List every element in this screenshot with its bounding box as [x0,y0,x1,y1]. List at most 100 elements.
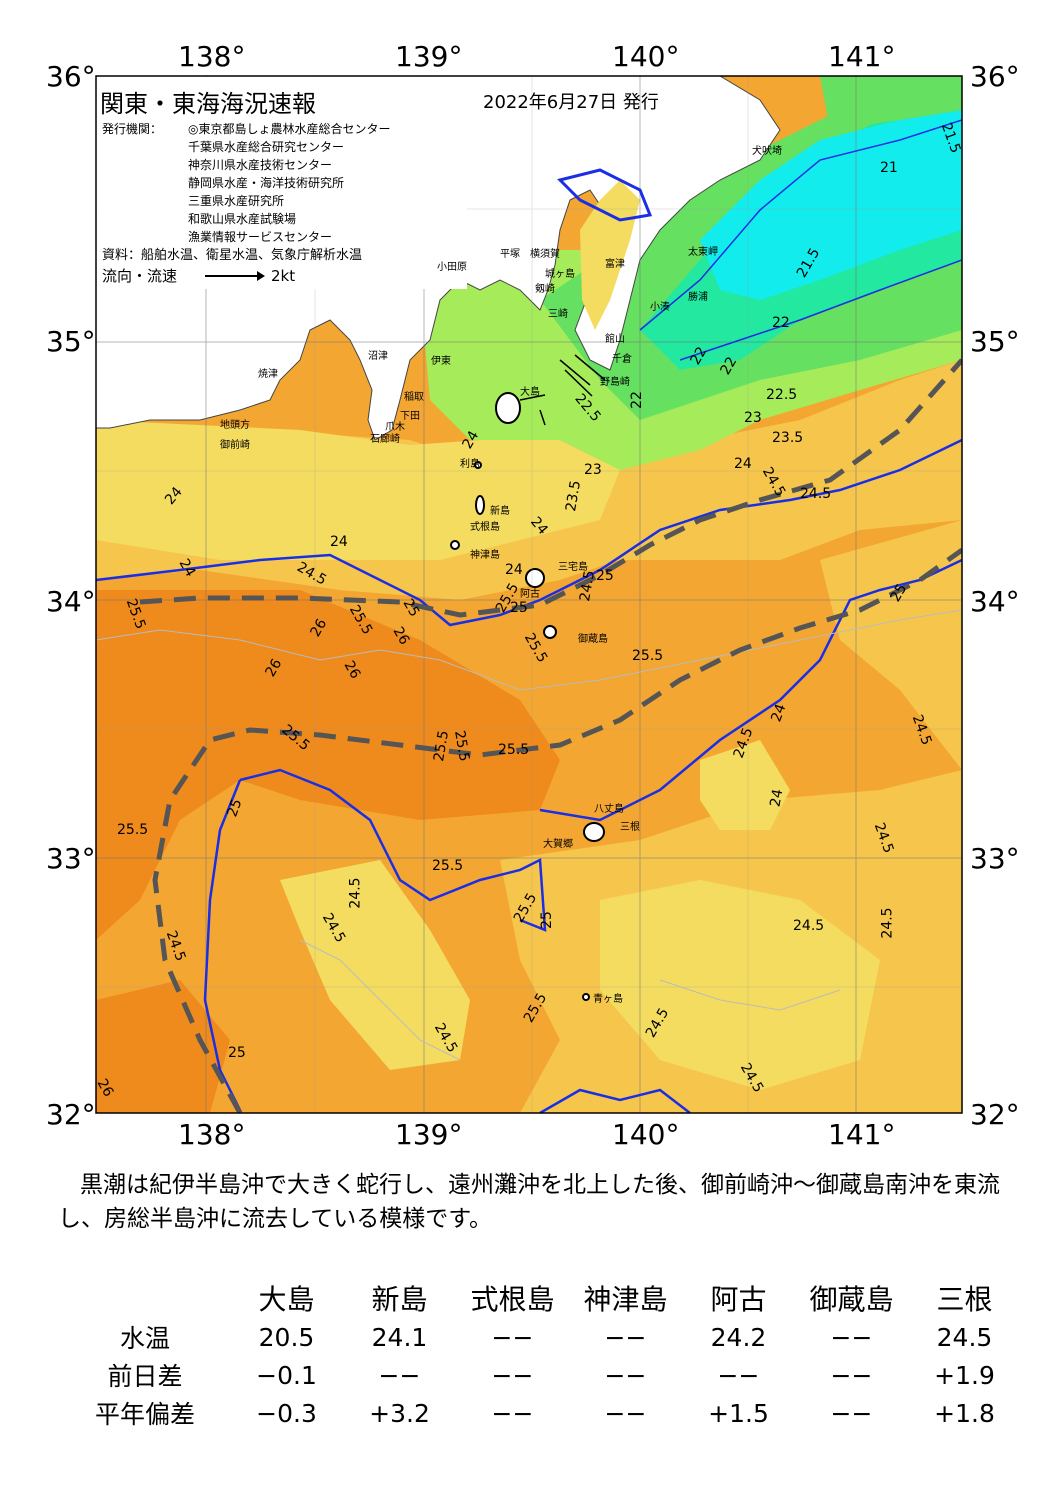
flow-arrow-icon [205,270,266,281]
table-cell: −0.1 [256,1360,317,1390]
table-cell: 24.2 [710,1322,767,1352]
lon-label-bottom-139: 139° [395,1118,463,1151]
table-cell: +1.8 [934,1398,995,1428]
issuer-item: 和歌山県水産試験場 [188,212,297,226]
place-label: 稲取 [404,392,424,403]
isotherm-label: 23 [584,462,602,478]
sea-yellow-patch-2 [700,740,790,830]
place-label: 城ヶ島 [545,269,575,280]
lon-label-bottom-140: 140° [612,1118,680,1151]
place-label: 館山 [605,334,625,345]
lat-label-left-32: 32° [46,1098,96,1131]
lon-label-top-139: 139° [395,40,463,73]
lat-label-right-36: 36° [970,60,1020,93]
place-label: 三根 [620,822,640,833]
place-label: 式根島 [470,522,500,533]
table-cell: −− [604,1398,647,1428]
table-row: 前日差 −0.1 −− −− −− −− −− +1.9 [60,1356,1021,1394]
island-oshima [495,392,521,424]
boso-inner [580,180,640,330]
isotherm-label: 24.5 [800,486,832,502]
sea-hot-zone-south [96,980,230,1113]
isotherm-label: 22 [772,315,790,331]
sea-pale-yellow [96,420,620,560]
place-label: 三宅島 [558,562,588,573]
issuer-item: 神奈川県水産技術センター [188,158,333,172]
lat-label-left-36: 36° [46,60,96,93]
place-label: 爪木 [385,422,405,433]
table-cell: −0.3 [256,1398,317,1428]
flow-legend-value: 2kt [271,266,296,285]
island-kozushima [450,540,460,550]
place-label: 地頭方 [220,420,250,431]
isotherm-label: 24 [767,787,787,809]
place-label: 太東岬 [688,247,718,258]
kuroshio-axis-north [139,358,962,618]
isotherm-label: 25 [538,911,555,929]
table-cell: 20.5 [258,1322,315,1352]
isotherm-24-loop [203,768,547,1111]
lat-label-left-34: 34° [46,585,96,618]
sea-yellow-patch-1 [280,860,470,1070]
station-header: 三根 [936,1283,993,1316]
kuroshio-axis-south [152,547,962,1113]
row-label: 水温 [119,1324,170,1353]
station-header: 新島 [371,1283,428,1316]
place-label: 小田原 [437,262,467,273]
place-label: 八丈島 [594,804,624,815]
place-label: 犬吠埼 [752,146,782,157]
isotherm-label: 24 [505,562,523,578]
place-label: 神津島 [470,550,500,561]
isotherm-minor-2 [299,939,841,1061]
table-corner [60,1278,230,1318]
issuer-item: 千葉県水産総合研究センター [188,140,345,154]
place-label: 小湊 [650,302,670,313]
isotherm-label: 25.5 [117,822,149,838]
isotherm-label: 25.5 [432,858,464,874]
sea-yellow-patch-3 [600,880,880,1090]
lat-label-right-35: 35° [970,325,1020,358]
isotherm-label: 22 [628,391,645,409]
table-cell: +1.5 [708,1398,769,1428]
issue-date: 2022年6月27日 発行 [483,92,659,113]
isotherm-minor-1 [96,609,962,691]
lat-label-right-33: 33° [970,842,1020,875]
station-header: 式根島 [470,1283,555,1316]
place-label: 野島崎 [600,377,630,388]
place-label: 大賀郷 [543,839,573,850]
place-label: 阿古 [520,589,540,600]
sea-hot-zone [96,590,560,940]
isotherm-label: 25.5 [498,742,530,758]
place-label: 青ヶ島 [593,994,623,1005]
row-label: 前日差 [107,1362,183,1391]
table-cell: −− [378,1360,421,1390]
island-miyakejima [525,568,545,588]
table-cell: −− [830,1398,873,1428]
isotherm-label: 24 [330,534,348,550]
lon-label-bottom-138: 138° [178,1118,246,1151]
lon-label-top-140: 140° [612,40,680,73]
isotherm-bay [557,168,653,222]
issuer-item: 静岡県水産・海洋技術研究所 [188,176,345,190]
lat-label-left-35: 35° [46,325,96,358]
place-label: 平塚 [500,249,520,260]
station-header: 御蔵島 [809,1283,894,1316]
isotherm-24-middle [539,558,962,822]
station-header: 阿古 [710,1283,767,1316]
place-label: 勝浦 [688,292,708,303]
isotherm-label: 25 [510,600,528,616]
place-label: 横須賀 [530,249,560,260]
report-title: 関東・東海海況速報 [100,90,316,118]
row-label: 平年偏差 [94,1400,195,1429]
table-cell: −− [604,1360,647,1390]
lat-label-right-32: 32° [970,1098,1020,1131]
place-label: 下田 [400,411,420,422]
observation-table: 大島 新島 式根島 神津島 阿古 御蔵島 三根 水温 20.5 24.1 −− … [60,1278,1021,1432]
summary-text: 黒潮は紀伊半島沖で大きく蛇行し、遠州灘沖を北上した後、御前崎沖～御蔵島南沖を東流… [58,1172,1000,1232]
place-label: 石廊崎 [370,434,400,445]
table-cell: +3.2 [369,1398,430,1428]
place-label: 大島 [520,387,540,398]
table-cell: −− [491,1360,534,1390]
isotherm-label: 22.5 [766,387,798,403]
